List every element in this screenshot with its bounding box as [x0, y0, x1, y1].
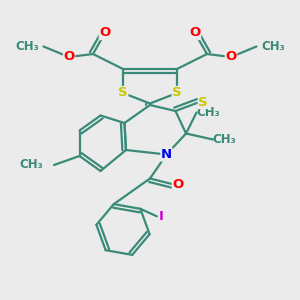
Text: O: O [225, 50, 237, 64]
Text: CH₃: CH₃ [261, 40, 285, 53]
Text: S: S [198, 95, 208, 109]
Text: CH₃: CH₃ [20, 158, 44, 172]
Text: CH₃: CH₃ [196, 106, 220, 119]
Text: O: O [63, 50, 75, 64]
Text: CH₃: CH₃ [212, 133, 236, 146]
Text: CH₃: CH₃ [15, 40, 39, 53]
Text: O: O [99, 26, 111, 40]
Text: N: N [161, 148, 172, 161]
Text: S: S [172, 86, 182, 100]
Text: S: S [118, 86, 128, 100]
Text: I: I [159, 210, 164, 223]
Text: O: O [189, 26, 201, 40]
Text: O: O [172, 178, 184, 191]
